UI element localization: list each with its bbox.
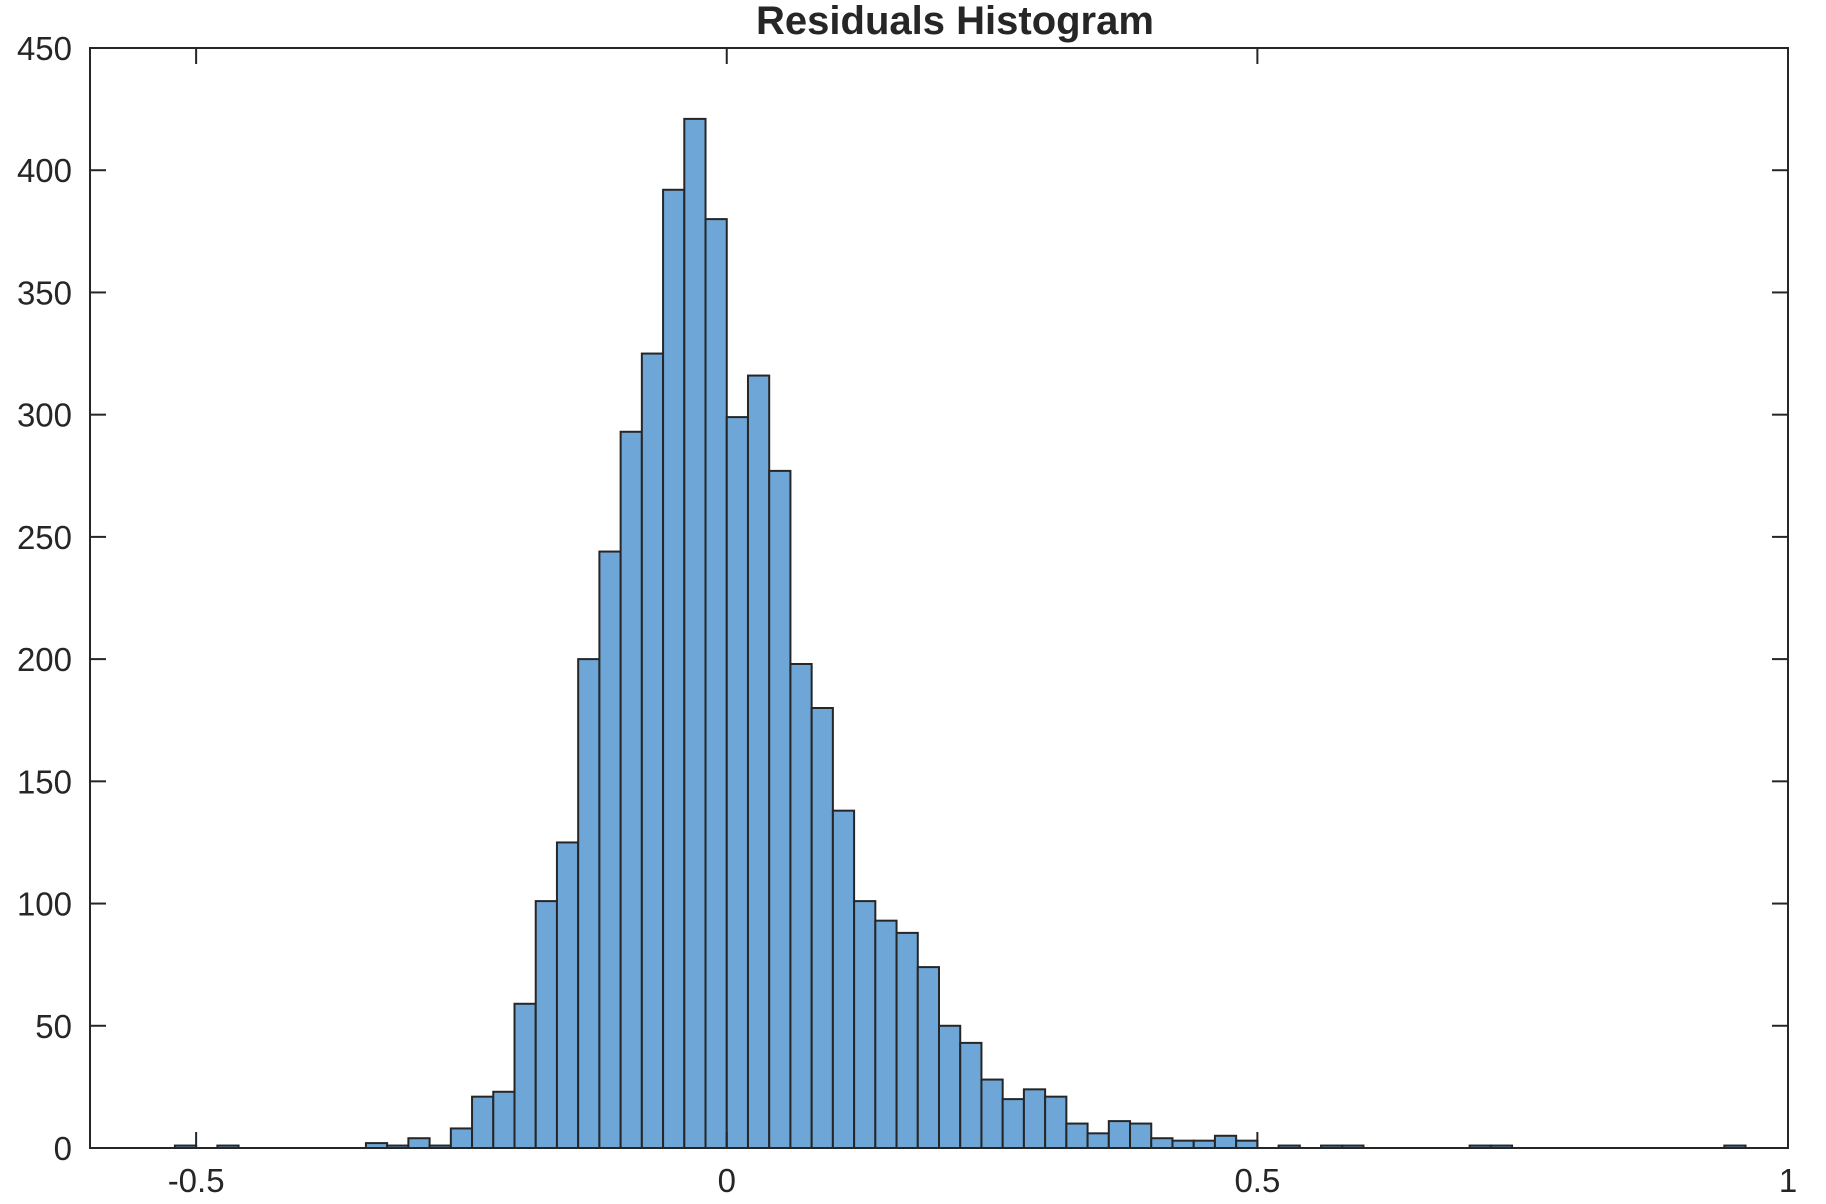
histogram-bar	[1150, 1137, 1174, 1149]
histogram-bars	[173, 117, 1747, 1150]
histogram-bar	[534, 900, 558, 1149]
histogram-bar	[492, 1090, 516, 1150]
histogram-bar	[938, 1024, 962, 1150]
histogram-bar	[683, 117, 707, 1149]
y-tick-label: 250	[17, 519, 72, 556]
y-tick-label: 0	[54, 1130, 72, 1167]
y-tick-label: 200	[17, 641, 72, 678]
plot-area-frame	[89, 47, 1789, 1149]
histogram-bar	[874, 919, 898, 1150]
histogram-bar	[598, 550, 622, 1149]
histogram-bar	[577, 658, 601, 1149]
histogram-bar	[1107, 1120, 1132, 1149]
x-axis: -0.5 0 0.5 1	[168, 48, 1797, 1199]
histogram-bar	[1044, 1095, 1068, 1149]
y-tick-label: 100	[17, 886, 72, 923]
histogram-bar	[916, 966, 941, 1149]
y-tick-label: 300	[17, 397, 72, 434]
histogram-bar	[810, 707, 834, 1149]
histogram-bar	[1022, 1088, 1047, 1150]
histogram-bar	[768, 469, 792, 1149]
histogram-bar	[789, 663, 813, 1149]
histogram-bar	[1192, 1139, 1216, 1149]
histogram-bar	[1086, 1132, 1110, 1150]
histogram-bar	[1065, 1122, 1089, 1149]
chart-title: Residuals Histogram	[756, 0, 1154, 43]
histogram-bar	[662, 188, 686, 1149]
histogram-bar	[555, 841, 580, 1149]
histogram-bar	[746, 374, 771, 1149]
x-tick-label: -0.5	[168, 1162, 225, 1199]
x-tick-label: 0	[718, 1162, 736, 1199]
histogram-bar	[471, 1095, 495, 1149]
histogram-bar	[895, 931, 919, 1150]
histogram-bar	[1235, 1139, 1259, 1149]
histogram-bar	[407, 1137, 431, 1149]
x-tick-label: 1	[1779, 1162, 1797, 1199]
y-tick-label: 400	[17, 152, 72, 189]
histogram-bar	[853, 900, 877, 1149]
x-tick-label: 0.5	[1234, 1162, 1280, 1199]
histogram-bar	[449, 1127, 474, 1150]
histogram-bar	[619, 430, 643, 1149]
y-tick-label: 350	[17, 274, 72, 311]
histogram-bar	[1171, 1139, 1195, 1149]
histogram-bar	[1213, 1134, 1238, 1150]
histogram-bar	[831, 809, 856, 1150]
histogram-bar	[1129, 1122, 1153, 1149]
y-tick-label: 450	[17, 30, 72, 67]
y-tick-label: 50	[35, 1008, 72, 1045]
histogram-bar	[704, 218, 728, 1150]
histogram-bar	[959, 1041, 983, 1150]
histogram-bar	[513, 1002, 537, 1149]
histogram-bar	[640, 352, 665, 1149]
histogram-bar	[725, 416, 749, 1150]
y-axis: 0 50 100 150 200 250 300 350 400 450	[17, 30, 1788, 1167]
histogram-bar	[980, 1078, 1004, 1149]
histogram-bar	[1001, 1098, 1025, 1149]
y-tick-label: 150	[17, 763, 72, 800]
